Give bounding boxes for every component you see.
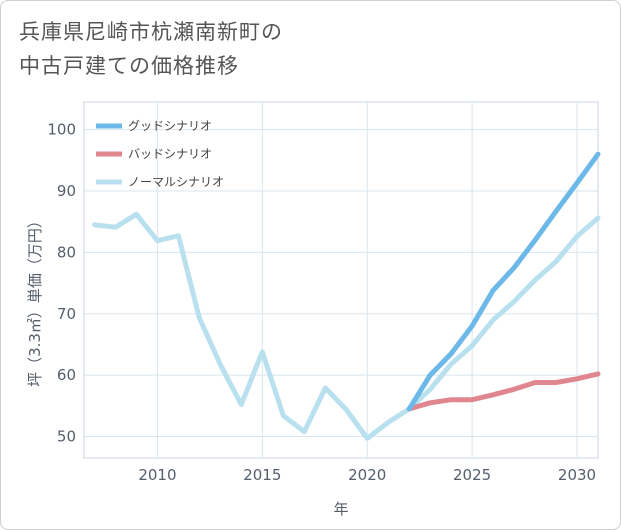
grid-lines (84, 102, 598, 458)
series-line-2 (92, 211, 601, 441)
x-tick-label: 2020 (348, 466, 386, 484)
x-tick-label: 2030 (558, 466, 596, 484)
y-axis-label: 坪（3.3㎡）単価（万円） (26, 213, 44, 387)
series-lines (92, 151, 601, 441)
series-line-0 (406, 151, 601, 412)
y-tick-label: 60 (57, 366, 76, 384)
y-tick-label: 100 (47, 121, 76, 139)
x-axis-label: 年 (333, 500, 348, 518)
legend-label: ノーマルシナリオ (128, 175, 224, 189)
plot-area (83, 101, 599, 459)
chart-title-line2: 中古戸建ての価格推移 (19, 54, 239, 78)
x-tick-label: 2010 (138, 466, 176, 484)
tick-labels: 2010 2015 2020 2025 2030 50 60 70 80 90 100 (47, 121, 596, 484)
legend-label: バッドシナリオ (128, 147, 212, 161)
y-tick-label: 80 (57, 243, 76, 261)
x-tick-label: 2025 (453, 466, 491, 484)
chart-title: 兵庫県尼崎市杭瀬南新町の 中古戸建ての価格推移 (19, 15, 599, 83)
y-tick-label: 50 (57, 428, 76, 446)
series-line-1 (406, 371, 601, 412)
legend-label: グッドシナリオ (128, 119, 212, 133)
x-tick-label: 2015 (243, 466, 281, 484)
chart-title-line1: 兵庫県尼崎市杭瀬南新町の (19, 20, 283, 44)
y-tick-label: 90 (57, 182, 76, 200)
y-tick-label: 70 (57, 305, 76, 323)
